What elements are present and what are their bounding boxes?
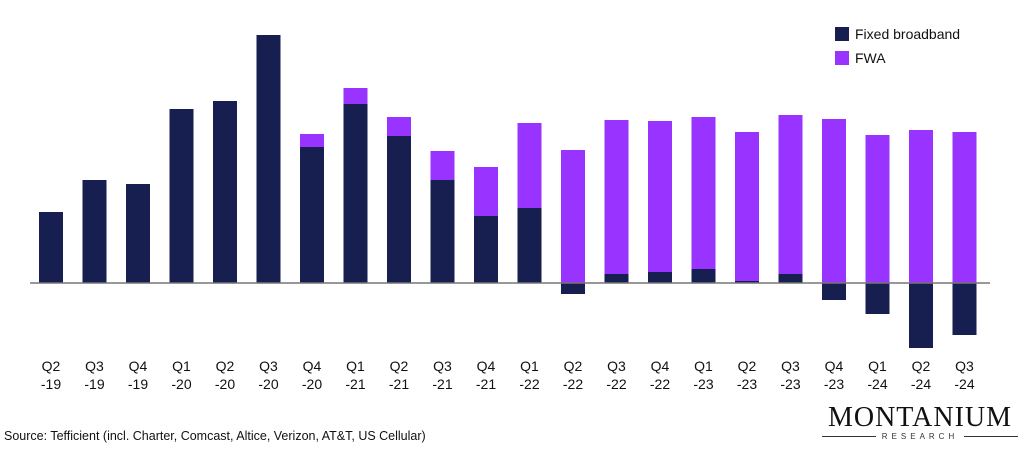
bar-fixed-broadband bbox=[691, 269, 716, 283]
x-tick-label: Q4 bbox=[651, 358, 670, 374]
x-tick-label: Q1 bbox=[868, 358, 887, 374]
legend-item-fwa: FWA bbox=[835, 46, 960, 70]
x-tick-label: -20 bbox=[171, 376, 191, 392]
bar-fixed-broadband bbox=[126, 184, 150, 283]
x-tick-label: Q1 bbox=[520, 358, 539, 374]
x-tick-label: Q4 bbox=[303, 358, 322, 374]
bar-fixed-broadband bbox=[82, 180, 107, 283]
bar-fixed-broadband bbox=[213, 101, 237, 283]
bar-fwa bbox=[300, 134, 324, 147]
bar-fixed-broadband bbox=[822, 283, 846, 300]
x-tick-label: Q3 bbox=[607, 358, 626, 374]
montanium-logo: MONTANIUM RESEARCH bbox=[822, 402, 1019, 441]
x-tick-label: Q4 bbox=[825, 358, 844, 374]
bar-fixed-broadband bbox=[561, 283, 585, 294]
x-tick-label: -22 bbox=[519, 376, 539, 392]
x-tick-label: Q2 bbox=[42, 358, 61, 374]
x-tick-label: -19 bbox=[84, 376, 104, 392]
x-tick-label: Q4 bbox=[477, 358, 496, 374]
x-tick-label: Q4 bbox=[129, 358, 148, 374]
bar-fwa bbox=[474, 167, 498, 216]
bar-fixed-broadband bbox=[430, 180, 455, 283]
bar-fwa bbox=[648, 121, 672, 272]
bar-fixed-broadband bbox=[909, 283, 933, 348]
bar-fwa bbox=[387, 117, 411, 136]
x-tick-label: -24 bbox=[867, 376, 887, 392]
source-note: Source: Tefficient (incl. Charter, Comca… bbox=[4, 429, 426, 443]
bar-fixed-broadband bbox=[169, 109, 194, 283]
bar-fwa bbox=[604, 120, 629, 274]
bar-fixed-broadband bbox=[865, 283, 890, 314]
x-tick-label: -21 bbox=[476, 376, 496, 392]
bar-fixed-broadband bbox=[256, 35, 281, 283]
x-tick-label: Q2 bbox=[912, 358, 931, 374]
logo-main-text: MONTANIUM bbox=[827, 402, 1013, 433]
x-tick-label: Q1 bbox=[346, 358, 365, 374]
bar-fixed-broadband bbox=[604, 274, 629, 283]
stacked-bar-chart: Q2 -19 Q3 -19 Q4 -19 Q1 -20 Q2 -20 Q3 -20 Q4 -20 Q1 -21… bbox=[30, 35, 990, 392]
bar-fwa bbox=[517, 123, 542, 208]
x-tick-label: -19 bbox=[41, 376, 61, 392]
x-tick-label: -19 bbox=[128, 376, 148, 392]
bar-fwa bbox=[430, 151, 455, 180]
x-tick-label: Q1 bbox=[172, 358, 191, 374]
bar-fwa bbox=[691, 117, 716, 269]
x-tick-label: -24 bbox=[911, 376, 931, 392]
bar-fwa bbox=[952, 132, 977, 283]
x-tick-label: -20 bbox=[258, 376, 278, 392]
x-tick-label: -21 bbox=[389, 376, 409, 392]
x-tick-label: -22 bbox=[606, 376, 626, 392]
logo-sub-text: RESEARCH bbox=[881, 432, 959, 441]
bar-fwa bbox=[778, 115, 803, 274]
x-tick-label: -21 bbox=[432, 376, 452, 392]
x-tick-label: -23 bbox=[824, 376, 844, 392]
x-tick-label: Q3 bbox=[781, 358, 800, 374]
legend-item-fixed: Fixed broadband bbox=[835, 22, 960, 46]
x-tick-label: -20 bbox=[215, 376, 235, 392]
bar-fixed-broadband bbox=[778, 274, 803, 283]
bar-fixed-broadband bbox=[517, 208, 542, 283]
bar-fixed-broadband bbox=[648, 272, 672, 283]
x-tick-label: -22 bbox=[563, 376, 583, 392]
x-tick-label: Q2 bbox=[738, 358, 757, 374]
bar-fixed-broadband bbox=[300, 147, 324, 283]
bar-fwa bbox=[822, 119, 846, 283]
bar-fixed-broadband bbox=[39, 212, 63, 283]
bar-fwa bbox=[561, 150, 585, 283]
x-tick-label: -21 bbox=[345, 376, 365, 392]
x-tick-label: -23 bbox=[693, 376, 713, 392]
x-tick-label: Q3 bbox=[955, 358, 974, 374]
x-tick-label: -23 bbox=[780, 376, 800, 392]
legend-swatch-fwa bbox=[835, 51, 849, 65]
legend: Fixed broadband FWA bbox=[835, 22, 960, 70]
x-tick-label: Q2 bbox=[390, 358, 409, 374]
legend-label-fixed: Fixed broadband bbox=[855, 26, 961, 42]
x-tick-label: Q1 bbox=[694, 358, 713, 374]
bar-fixed-broadband bbox=[343, 104, 368, 283]
bar-fwa bbox=[343, 88, 368, 104]
bar-fwa bbox=[865, 135, 890, 283]
bar-fwa bbox=[909, 130, 933, 283]
x-tick-label: Q2 bbox=[216, 358, 235, 374]
x-tick-label: -23 bbox=[737, 376, 757, 392]
bar-fixed-broadband bbox=[387, 136, 411, 283]
legend-label-fwa: FWA bbox=[855, 50, 886, 66]
x-tick-label: Q3 bbox=[85, 358, 104, 374]
logo-sub: RESEARCH bbox=[822, 432, 1019, 441]
bar-fixed-broadband bbox=[474, 216, 498, 283]
bar-fwa bbox=[735, 132, 759, 281]
bar-fixed-broadband bbox=[735, 281, 759, 283]
legend-swatch-fixed bbox=[835, 27, 849, 41]
bar-fixed-broadband bbox=[952, 283, 977, 335]
x-tick-label: -20 bbox=[302, 376, 322, 392]
x-tick-label: -22 bbox=[650, 376, 670, 392]
x-tick-label: Q3 bbox=[433, 358, 452, 374]
x-tick-label: Q2 bbox=[564, 358, 583, 374]
x-tick-label: -24 bbox=[954, 376, 974, 392]
x-tick-label: Q3 bbox=[259, 358, 278, 374]
